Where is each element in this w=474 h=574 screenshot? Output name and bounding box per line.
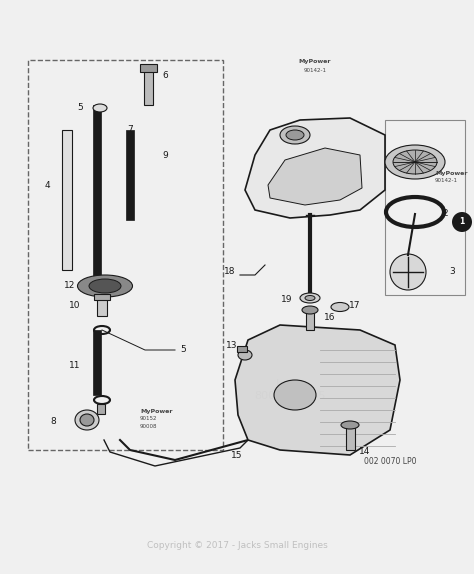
Text: 90142-1: 90142-1	[303, 68, 327, 72]
Bar	[306, 308, 314, 330]
Text: 12: 12	[64, 281, 76, 289]
Text: 9: 9	[162, 150, 168, 160]
Bar	[237, 346, 247, 352]
Ellipse shape	[93, 104, 107, 112]
Circle shape	[390, 254, 426, 290]
Text: 002 0070 LP0: 002 0070 LP0	[364, 457, 416, 467]
Text: Copyright © 2017 - Jacks Small Engines: Copyright © 2017 - Jacks Small Engines	[146, 541, 328, 549]
Bar	[93, 330, 101, 395]
Text: 10: 10	[69, 301, 81, 309]
Text: MyPower: MyPower	[299, 60, 331, 64]
Ellipse shape	[300, 293, 320, 303]
Ellipse shape	[78, 275, 133, 297]
Ellipse shape	[331, 302, 349, 312]
Bar	[346, 422, 355, 450]
Bar	[140, 64, 157, 72]
Polygon shape	[235, 325, 400, 455]
Bar	[93, 105, 101, 280]
Ellipse shape	[280, 126, 310, 144]
Bar	[94, 294, 110, 300]
Text: 90142-1: 90142-1	[435, 179, 458, 184]
Text: Jacks
800-890-555: Jacks 800-890-555	[255, 379, 326, 401]
Text: 90008: 90008	[140, 424, 157, 429]
Ellipse shape	[75, 410, 99, 430]
Bar	[28, 60, 223, 450]
Text: 16: 16	[324, 313, 336, 323]
Ellipse shape	[302, 306, 318, 314]
Ellipse shape	[80, 414, 94, 426]
Bar	[97, 404, 105, 414]
Ellipse shape	[341, 421, 359, 429]
Text: 5: 5	[77, 103, 83, 111]
Ellipse shape	[89, 279, 121, 293]
Text: MyPower: MyPower	[435, 172, 467, 176]
Text: 8: 8	[50, 417, 56, 425]
Text: 15: 15	[231, 451, 243, 460]
Text: 7: 7	[127, 126, 133, 134]
Text: 11: 11	[69, 360, 81, 370]
Bar	[97, 298, 107, 316]
Circle shape	[452, 212, 472, 232]
Ellipse shape	[385, 145, 445, 179]
Text: 13: 13	[226, 342, 238, 351]
Text: MyPower: MyPower	[140, 409, 173, 413]
Bar	[144, 68, 153, 105]
Text: 18: 18	[224, 267, 236, 277]
Text: 1: 1	[459, 218, 465, 227]
Text: 14: 14	[359, 448, 371, 456]
Text: 17: 17	[349, 301, 361, 309]
Text: 90152: 90152	[140, 417, 157, 421]
Text: 5: 5	[180, 346, 186, 355]
Bar	[62, 130, 72, 270]
Text: 6: 6	[162, 71, 168, 80]
Text: 2: 2	[442, 208, 448, 218]
Polygon shape	[245, 118, 385, 218]
Bar	[385, 120, 465, 295]
Ellipse shape	[393, 150, 437, 174]
Ellipse shape	[274, 380, 316, 410]
Text: 19: 19	[281, 294, 293, 304]
Bar	[126, 130, 134, 220]
Ellipse shape	[305, 296, 315, 301]
Text: 4: 4	[44, 180, 50, 189]
Polygon shape	[268, 148, 362, 205]
Text: 3: 3	[449, 267, 455, 277]
Ellipse shape	[286, 130, 304, 140]
Ellipse shape	[238, 350, 252, 360]
